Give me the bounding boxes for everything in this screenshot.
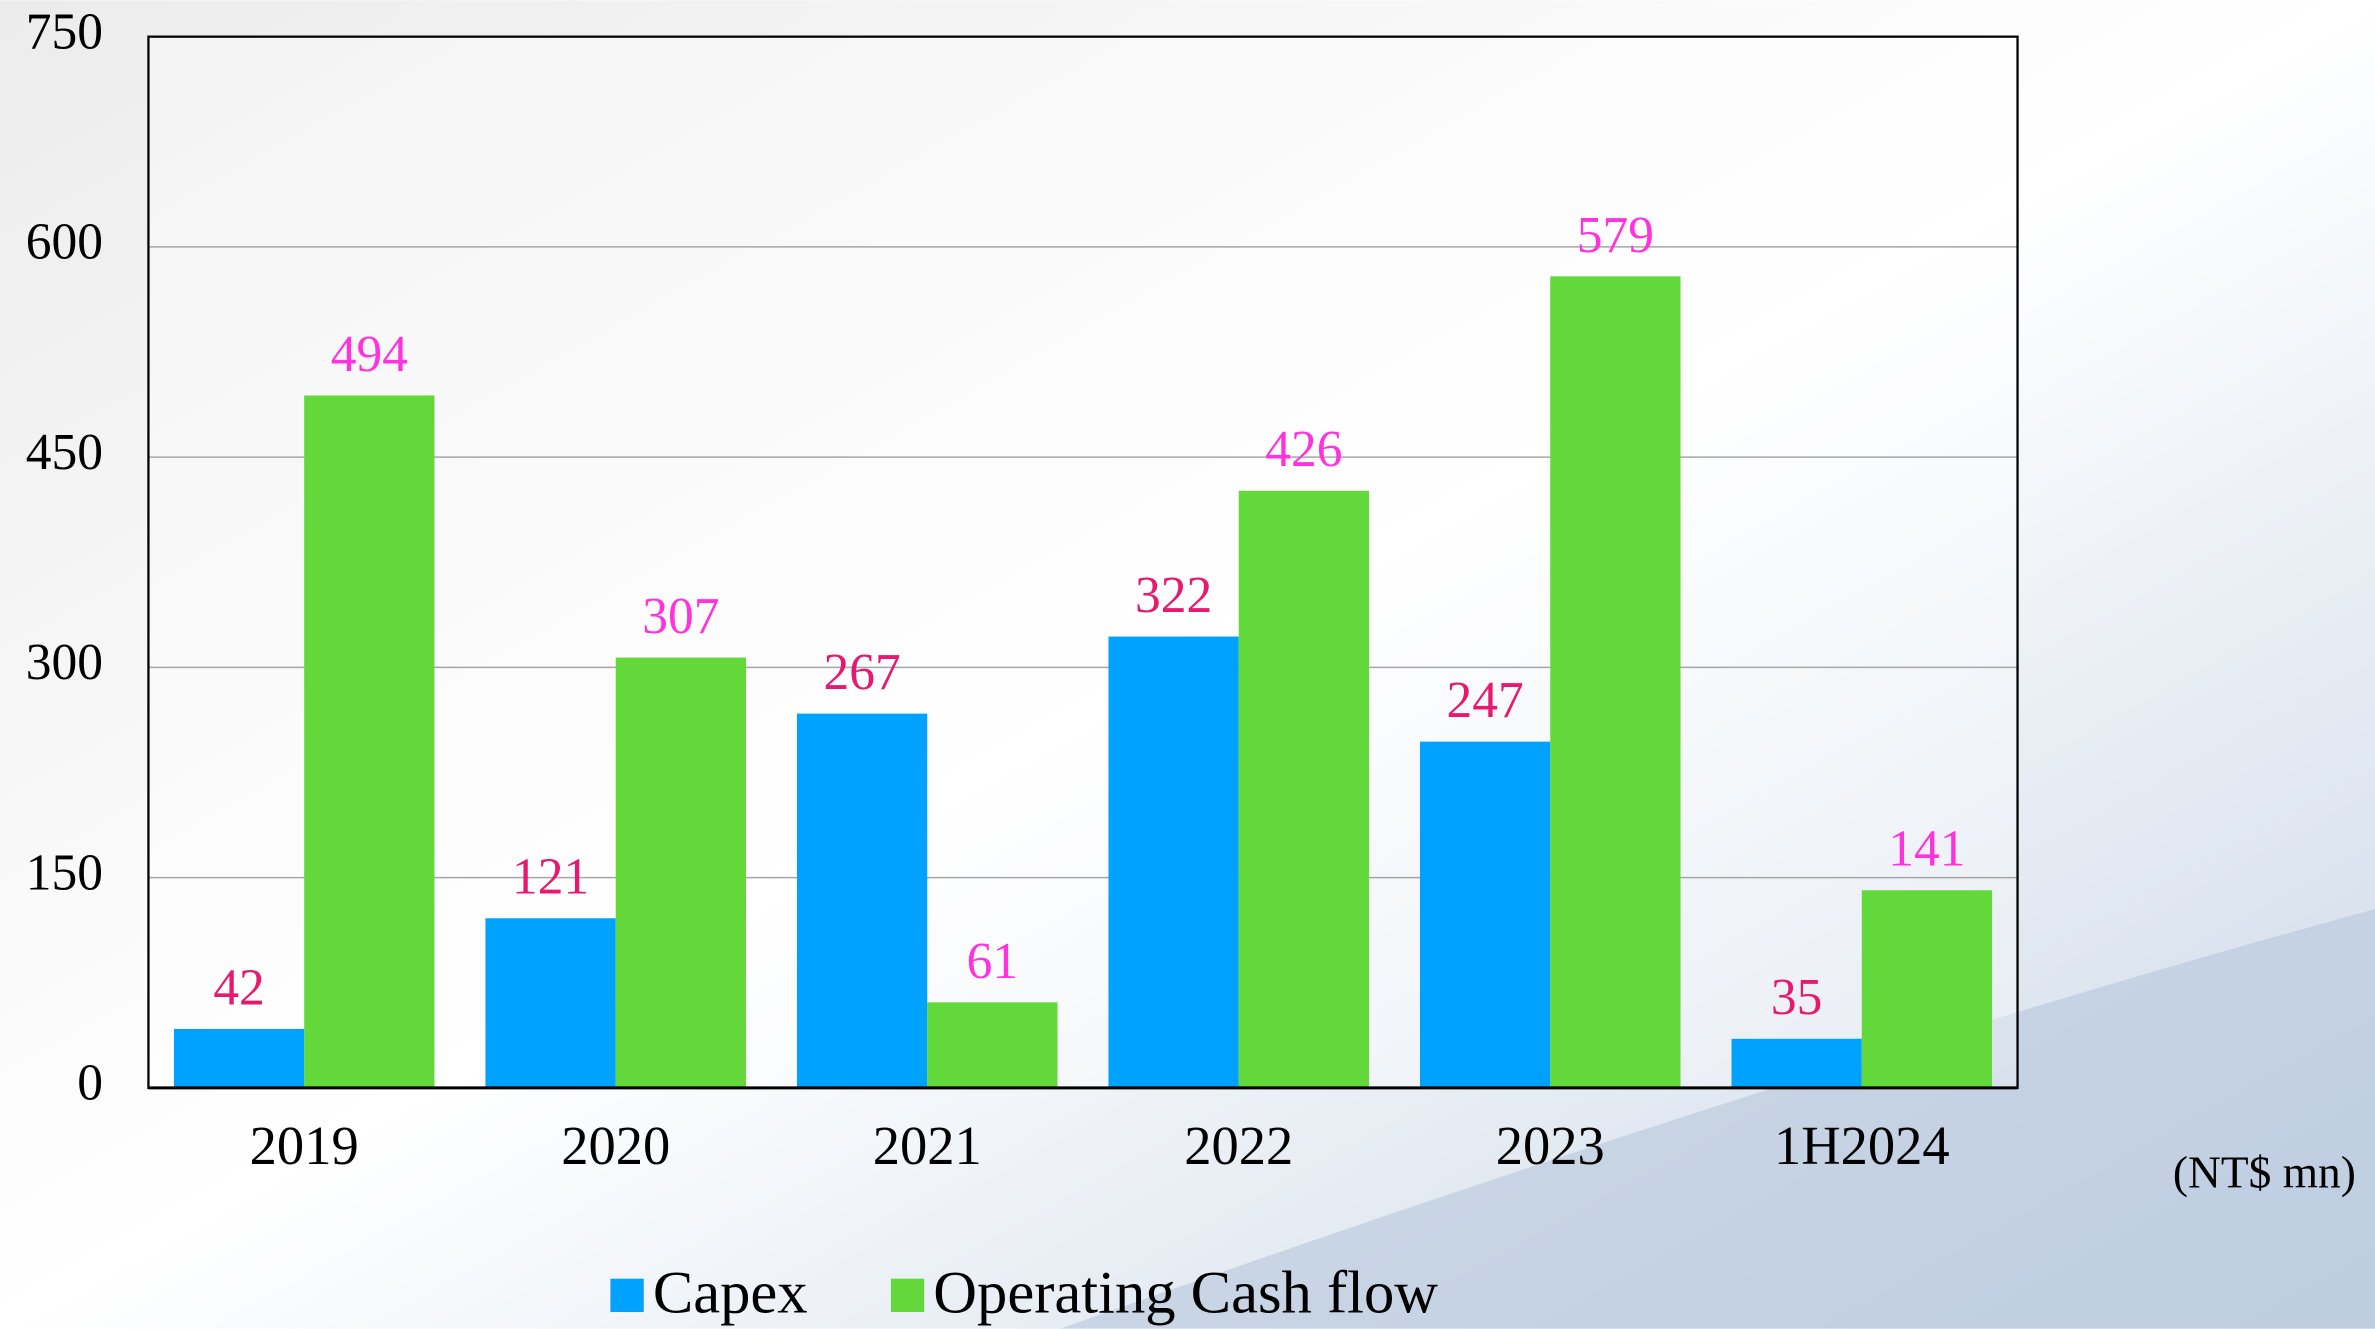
bar: [927, 1002, 1058, 1088]
bar: [1108, 636, 1239, 1088]
bar: [304, 395, 435, 1088]
background-swoosh: [1060, 909, 2375, 1329]
bar: [1420, 741, 1551, 1088]
bar: [485, 918, 616, 1088]
data-label: 247: [1447, 672, 1524, 729]
unit-label: (NT$ mn): [2173, 1148, 2356, 1198]
bar: [1238, 490, 1370, 1088]
y-tick-label: 600: [26, 214, 103, 271]
legend-swatch: [890, 1278, 925, 1313]
x-tick-label: 2020: [561, 1115, 670, 1176]
data-label: 61: [967, 933, 1018, 990]
x-tick-label: 2019: [250, 1115, 359, 1176]
y-tick-label: 150: [26, 844, 103, 901]
data-label: 307: [642, 588, 719, 645]
y-tick-label: 450: [26, 424, 103, 481]
bar: [796, 713, 928, 1088]
data-label: 494: [331, 326, 408, 383]
data-label: 426: [1265, 421, 1342, 478]
y-tick-label: 750: [26, 3, 103, 60]
bar: [1861, 890, 1993, 1088]
y-tick-label: 0: [77, 1055, 103, 1112]
bar: [615, 657, 746, 1088]
data-label: 35: [1771, 969, 1822, 1026]
bar: [173, 1028, 305, 1088]
data-label: 121: [512, 849, 589, 906]
bar: [1731, 1038, 1862, 1088]
data-label: 322: [1135, 567, 1212, 624]
bar: [1550, 276, 1681, 1088]
plot-area: [148, 36, 2018, 1088]
legend-swatch: [610, 1278, 644, 1313]
legend-label: Capex: [653, 1259, 808, 1326]
legend-label: Operating Cash flow: [933, 1259, 1438, 1326]
x-tick-label: 2021: [873, 1115, 982, 1176]
x-tick-label: 2022: [1184, 1115, 1293, 1176]
x-tick-label: 2023: [1496, 1115, 1605, 1176]
data-label: 42: [213, 959, 264, 1016]
data-label: 579: [1577, 207, 1654, 264]
y-tick-label: 300: [26, 634, 103, 691]
x-tick-label: 1H2024: [1774, 1115, 1950, 1176]
data-label: 141: [1888, 821, 1965, 878]
data-label: 267: [823, 644, 900, 701]
